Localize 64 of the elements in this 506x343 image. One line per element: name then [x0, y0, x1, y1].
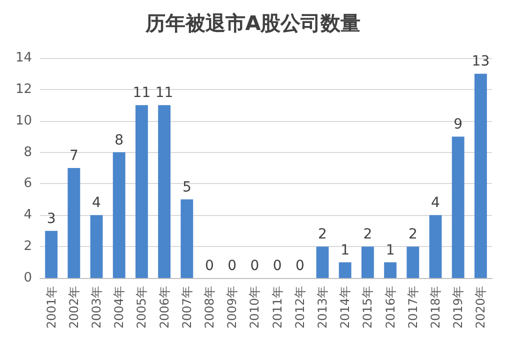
data-label: 8: [114, 132, 124, 148]
bar: [45, 230, 58, 278]
x-tick-label: 2008年: [202, 286, 216, 329]
bar: [135, 105, 148, 278]
data-label: 7: [69, 148, 78, 164]
data-label: 0: [295, 258, 304, 274]
bar: [384, 262, 397, 278]
y-tick-label: 0: [24, 270, 32, 286]
bar: [429, 215, 442, 278]
x-tick-label: 2016年: [383, 286, 398, 329]
data-label: 2: [363, 226, 372, 243]
x-tick-label: 2015年: [360, 286, 375, 329]
data-label: 0: [250, 258, 260, 274]
x-tick-label: 2011年: [270, 286, 284, 329]
x-tick-label: 2007年: [180, 286, 194, 329]
x-tick-label: 2012年: [292, 286, 307, 329]
x-tick-label: 2001年: [44, 286, 58, 329]
bar: [180, 199, 194, 278]
x-tick-label: 2020年: [474, 286, 488, 329]
data-label: 13: [472, 54, 490, 70]
data-label: 2: [318, 226, 327, 243]
bar: [68, 168, 80, 278]
x-tick-label: 2005年: [134, 286, 149, 329]
data-label: 1: [386, 242, 395, 258]
data-label: 1: [340, 242, 350, 258]
bar: [158, 105, 171, 278]
bar: [452, 136, 464, 278]
bar: [361, 246, 374, 278]
bar: [338, 262, 352, 278]
x-tick-label: 2010年: [248, 286, 262, 329]
y-tick-label: 8: [24, 144, 32, 160]
data-label: 0: [272, 258, 282, 274]
bar: [406, 246, 420, 278]
x-tick-label: 2002年: [66, 286, 81, 329]
x-tick-label: 2013年: [316, 286, 330, 329]
data-label: 4: [92, 195, 102, 212]
bar: [112, 152, 126, 278]
data-label: 4: [431, 195, 440, 212]
y-tick-label: 12: [15, 82, 32, 97]
x-tick-label: 2009年: [225, 286, 240, 329]
x-tick-label: 2017年: [406, 286, 420, 329]
chart-title: 历年被退市A股公司数量: [144, 11, 361, 35]
data-label: 2: [408, 226, 418, 243]
y-tick-label: 10: [15, 113, 32, 128]
data-label: 11: [132, 85, 151, 102]
x-tick-label: 2004年: [112, 286, 126, 329]
data-label: 0: [228, 258, 237, 274]
bar: [316, 246, 329, 278]
data-label: 5: [182, 179, 192, 196]
bar: [474, 74, 487, 278]
bar: [90, 215, 103, 278]
y-tick-label: 4: [24, 208, 32, 223]
y-tick-label: 14: [15, 50, 32, 66]
x-tick-label: 2014年: [338, 286, 352, 329]
x-tick-label: 2018年: [428, 286, 442, 329]
data-label: 11: [155, 85, 174, 102]
data-label: 9: [454, 116, 463, 133]
y-tick-label: 6: [24, 176, 32, 192]
data-label: 0: [205, 258, 214, 274]
x-tick-label: 2003年: [90, 286, 104, 329]
data-label: 3: [46, 210, 56, 227]
y-tick-label: 2: [24, 239, 32, 254]
x-tick-label: 2019年: [451, 286, 466, 329]
x-tick-label: 2006年: [157, 286, 172, 329]
